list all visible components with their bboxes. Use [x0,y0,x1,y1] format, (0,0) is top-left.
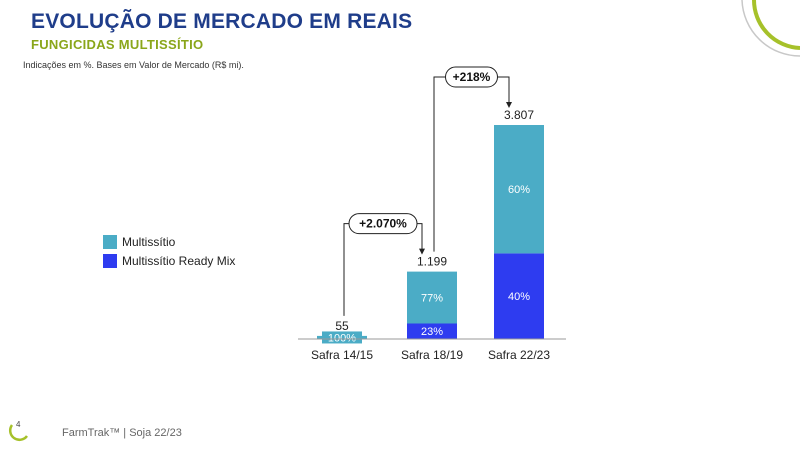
legend-swatch [103,235,117,249]
page-subtitle: FUNGICIDAS MULTISSÍTIO [31,37,204,52]
legend-item-multissitio: Multissítio [103,233,235,251]
legend-swatch [103,254,117,268]
footer-text: FarmTrak™ | Soja 22/23 [62,427,182,439]
page-number: 4 [16,420,21,429]
legend-item-ready-mix: Multissítio Ready Mix [103,252,235,270]
growth-pill [348,213,418,235]
bar-segment [494,253,544,339]
legend-label: Multissítio [122,235,176,249]
legend-label: Multissítio Ready Mix [122,254,236,268]
x-tick-label: Safra 22/23 [488,348,550,362]
corner-arc-decoration [741,0,800,57]
segment-label: 40% [508,291,530,303]
segment-label: 77% [421,293,443,305]
x-tick-label: Safra 18/19 [401,348,463,362]
total-label: 1.199 [417,255,447,269]
page-title: EVOLUÇÃO DE MERCADO EM REAIS [31,10,413,33]
growth-pill [445,66,498,88]
x-tick-label: Safra 14/15 [311,348,373,362]
bar-segment [407,323,457,339]
segment-label: 100% [328,332,356,344]
segment-label: 60% [508,184,530,196]
chart-legend: Multissítio Multissítio Ready Mix [103,233,235,271]
base-note: Indicações em %. Bases em Valor de Merca… [23,60,244,70]
bar-segment [494,125,544,254]
total-label: 55 [335,319,349,333]
total-label: 3.807 [504,108,534,122]
growth-label: +2.070% [359,217,407,231]
brand-logo-icon [9,424,29,441]
footer: 4 FarmTrak™ | Soja 22/23 [8,420,182,444]
bar-segment [407,271,457,324]
segment-label: 23% [421,326,443,338]
growth-label: +218% [453,70,491,84]
data-label-background [322,331,362,344]
